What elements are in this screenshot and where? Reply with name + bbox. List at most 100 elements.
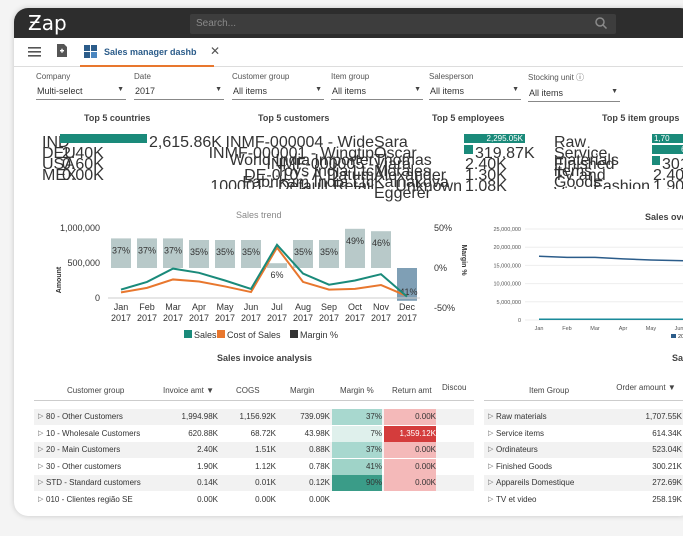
return-amount-cell: 0.00K: [384, 458, 436, 475]
table-row[interactable]: ▷ 010 - Clientes região SE 0.00K 0.00K 0.00K: [34, 491, 474, 508]
sales-invoice-title: Sales invoice analysis: [217, 353, 313, 363]
order-amount-cell: 1,707.55K: [645, 412, 682, 421]
item-group-bar[interactable]: 60: [652, 145, 683, 154]
filter-label: Date: [134, 72, 151, 81]
y-tick-label: 1,000,000: [60, 223, 100, 233]
expand-icon[interactable]: ▷: [488, 413, 494, 420]
date-select[interactable]: 2017 ▼: [134, 84, 224, 100]
x-tick-year: 2017: [397, 313, 417, 323]
x-tick-year: 2017: [267, 313, 287, 323]
table-row[interactable]: ▷ TV et video 258.19K: [484, 491, 683, 508]
sales-trend-chart[interactable]: Sales trend 1,000,000 500,000 0 50% 0% -50% Amo…: [34, 198, 474, 348]
expand-icon[interactable]: ▷: [488, 479, 494, 486]
select-value: 2017: [135, 86, 156, 96]
column-header[interactable]: COGS: [236, 386, 260, 395]
tab-sales-manager-dashboard[interactable]: Sales manager dashb ✕: [80, 38, 220, 67]
x-tick-label: May: [646, 326, 657, 332]
item-group-cell: Appareils Domestique: [496, 478, 575, 487]
item-group-select[interactable]: All items ▼: [331, 84, 423, 100]
employee-name: Alexander Eggerer: [374, 167, 447, 202]
column-header[interactable]: Invoice amt ▼: [163, 386, 215, 395]
x-tick-year: 2017: [137, 313, 157, 323]
stocking-unit-select[interactable]: All items ▼: [528, 86, 620, 102]
table-row[interactable]: ▷ Finished Goods 300.21K: [484, 458, 683, 475]
table-row[interactable]: ▷ Service items 614.34K: [484, 425, 683, 442]
country-name: USA: [42, 156, 75, 173]
employee-value: 2.40K: [465, 156, 507, 173]
y-tick-label: 25,000,000: [493, 227, 521, 233]
x-tick-label: Apr: [192, 302, 206, 312]
expand-icon[interactable]: ▷: [38, 429, 44, 437]
top-customers-title: Top 5 customers: [258, 113, 330, 123]
margin-bar: [189, 240, 209, 268]
item-group-bar[interactable]: [652, 156, 660, 165]
column-header[interactable]: Customer group: [67, 386, 125, 395]
expand-icon[interactable]: ▷: [38, 479, 44, 486]
expand-icon[interactable]: ▷: [488, 446, 494, 453]
customer-group-select[interactable]: All items ▼: [232, 84, 324, 100]
table-row[interactable]: ▷ STD - Standard customers 0.14K 0.01K 0.12K…: [34, 475, 474, 491]
search-input[interactable]: Search...: [190, 14, 616, 34]
filter-stocking-unit[interactable]: Stocking unit ⓘ All items ▼: [528, 72, 620, 102]
employee-bar[interactable]: 2,295.05K: [464, 134, 525, 143]
country-bar[interactable]: [60, 134, 147, 143]
column-header[interactable]: Margin: [290, 386, 315, 395]
table-row[interactable]: ▷ 10 - Wholesale Customers 620.88K 68.72K 43…: [34, 425, 474, 442]
top-countries-title: Top 5 countries: [84, 113, 151, 123]
expand-icon[interactable]: ▷: [488, 495, 494, 503]
column-header[interactable]: Discou: [442, 383, 467, 392]
top-item-groups-list: Raw materials 1,70 Service items 60 Fini…: [554, 134, 683, 189]
menu-icon[interactable]: [28, 45, 42, 63]
employee-bar[interactable]: [464, 145, 473, 154]
column-header[interactable]: Margin %: [340, 386, 374, 395]
expand-icon[interactable]: ▷: [38, 495, 44, 503]
salesperson-select[interactable]: All items ▼: [429, 84, 521, 100]
column-header[interactable]: Item Group: [529, 386, 570, 395]
expand-icon[interactable]: ▷: [38, 446, 44, 453]
search-icon[interactable]: [594, 16, 608, 35]
sales-line-2017: [538, 255, 683, 262]
customer-name[interactable]: INMF-000004 - Wide World India Importer: [225, 134, 375, 169]
x-tick-year: 2017: [111, 313, 131, 323]
table-row[interactable]: ▷ 30 - Other customers 1.90K 1.12K 0.78K 41% 0…: [34, 458, 474, 475]
item-group-value: 1.90K: [653, 178, 683, 189]
table-row[interactable]: ▷ Raw materials 1,707.55K: [484, 409, 683, 425]
customer-name[interactable]: DE-010 - A.Datum Corporatio: [244, 167, 374, 189]
x-tick-label: Apr: [619, 326, 628, 332]
employee-name: Viara Kalnakova: [374, 156, 449, 191]
app-logo[interactable]: Ƶap: [28, 11, 67, 35]
tabs-bar: Sales manager dashb ✕: [14, 38, 683, 67]
chevron-down-icon: ▼: [315, 86, 322, 93]
expand-icon[interactable]: ▷: [38, 462, 44, 470]
expand-icon[interactable]: ▷: [38, 413, 44, 420]
expand-icon[interactable]: ▷: [488, 462, 494, 470]
table-row[interactable]: ▷ 20 - Main Customers 2.40K 1.51K 0.88K 37% 0.…: [34, 442, 474, 458]
x-tick-year: 2017: [189, 313, 209, 323]
customer-name[interactable]: INMF-000001 - Wingtip Toys India Ltc: [208, 145, 374, 180]
filter-date[interactable]: Date 2017 ▼: [134, 72, 224, 100]
company-select[interactable]: Multi-select ▼: [36, 84, 126, 100]
select-value: All items: [529, 88, 564, 98]
new-document-icon[interactable]: [56, 43, 68, 63]
item-group-name: Raw materials: [554, 134, 619, 169]
sales-over-time-chart[interactable]: Sales over ti 25,000,000 20,000,000 15,000,…: [469, 198, 683, 338]
expand-icon[interactable]: ▷: [488, 429, 494, 437]
margin-cell: 739.09K: [300, 412, 330, 421]
column-header[interactable]: Order amount ▼: [616, 383, 676, 392]
return-amount-cell: 0.00K: [384, 442, 436, 458]
table-row[interactable]: ▷ Ordinateurs 523.04K: [484, 442, 683, 458]
item-group-bar[interactable]: 1,70: [652, 134, 683, 143]
filter-salesperson[interactable]: Salesperson All items ▼: [429, 72, 521, 100]
column-header[interactable]: Return amt: [392, 386, 432, 395]
filter-item-group[interactable]: Item group All items ▼: [331, 72, 423, 100]
filter-company[interactable]: Company Multi-select ▼: [36, 72, 126, 100]
table-row[interactable]: ▷ Appareils Domestique 272.69K: [484, 475, 683, 491]
close-icon[interactable]: ✕: [209, 44, 220, 58]
customer-name[interactable]: INMF-000005 - Fabrikam India Ltc: [242, 156, 374, 189]
x-tick-label: Jun: [244, 302, 259, 312]
filter-customer-group[interactable]: Customer group All items ▼: [232, 72, 324, 100]
top-employees-title: Top 5 employees: [432, 113, 505, 123]
table-row[interactable]: ▷ 80 - Other Customers 1,994.98K 1,156.92K 7…: [34, 409, 474, 425]
item-group-name: TV and Video Products: [554, 167, 606, 189]
customer-name[interactable]: 100001 - Default Retail Custome: [210, 178, 374, 189]
